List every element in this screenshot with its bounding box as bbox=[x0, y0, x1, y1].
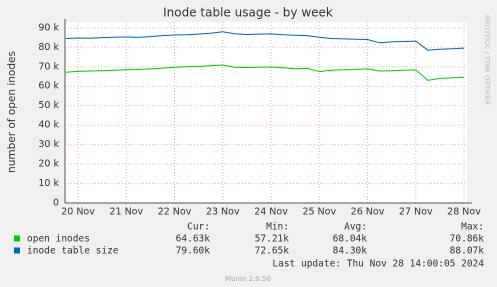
y-tick-label: 20 k bbox=[38, 159, 59, 170]
chart-title: Inode table usage - by week bbox=[163, 6, 333, 20]
x-tick-label: 26 Nov bbox=[351, 207, 385, 218]
y-tick-label: 40 k bbox=[38, 120, 59, 131]
stats-value: 84.30k bbox=[333, 246, 368, 257]
stats-value: 64.63k bbox=[176, 234, 211, 245]
y-tick-label: 50 k bbox=[38, 100, 59, 111]
y-tick-label: 0 bbox=[53, 198, 59, 209]
stats-value: 70.86k bbox=[450, 234, 485, 245]
footer: Munin 2.0.56 bbox=[225, 275, 271, 283]
legend-swatch bbox=[14, 235, 20, 242]
stats-header: Min: bbox=[266, 222, 289, 233]
y-tick-label: 80 k bbox=[38, 42, 59, 53]
x-tick-label: 24 Nov bbox=[254, 207, 288, 218]
y-tick-label: 30 k bbox=[38, 139, 59, 150]
x-tick-label: 22 Nov bbox=[158, 207, 192, 218]
legend-label: open inodes bbox=[27, 234, 90, 245]
stats-header: Cur: bbox=[187, 222, 210, 233]
x-tick-label: 27 Nov bbox=[399, 207, 433, 218]
stats-header: Avg: bbox=[344, 222, 367, 233]
watermark: RRDTOOL / TOBI OETIKER bbox=[483, 15, 491, 105]
x-tick-label: 23 Nov bbox=[206, 207, 240, 218]
x-tick-label: 28 Nov bbox=[447, 207, 481, 218]
plot-area bbox=[65, 22, 467, 203]
x-tick-label: 25 Nov bbox=[302, 207, 336, 218]
legend-swatch bbox=[14, 247, 20, 254]
stats-value: 72.65k bbox=[255, 246, 290, 257]
y-tick-label: 60 k bbox=[38, 81, 59, 92]
stats-value: 68.04k bbox=[333, 234, 368, 245]
stats-value: 79.60k bbox=[176, 246, 211, 257]
series-line bbox=[65, 31, 465, 51]
legend-label: inode table size bbox=[27, 246, 119, 257]
x-tick-label: 20 Nov bbox=[61, 207, 95, 218]
stats-header: Max: bbox=[461, 222, 484, 233]
y-axis-label: number of open inodes bbox=[6, 51, 18, 173]
series-line bbox=[65, 64, 465, 81]
y-tick-label: 90 k bbox=[38, 22, 59, 33]
y-tick-label: 10 k bbox=[38, 178, 59, 189]
x-tick-label: 21 Nov bbox=[109, 207, 143, 218]
last-update: Last update: Thu Nov 28 14:00:05 2024 bbox=[272, 259, 484, 270]
y-tick-label: 70 k bbox=[38, 61, 59, 72]
stats-value: 88.07k bbox=[450, 246, 485, 257]
stats-value: 57.21k bbox=[255, 234, 290, 245]
